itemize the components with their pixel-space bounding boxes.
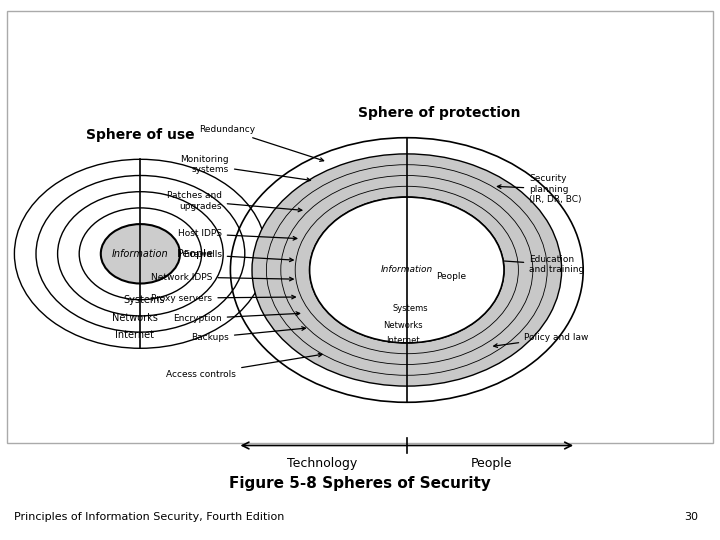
Text: Technology: Technology: [287, 457, 357, 470]
Text: Figure 5-8 Spheres of Security: Figure 5-8 Spheres of Security: [229, 476, 491, 491]
Text: Network IDPS: Network IDPS: [151, 273, 293, 281]
Text: Patches and
upgrades: Patches and upgrades: [167, 191, 302, 212]
Text: Redundancy: Redundancy: [199, 125, 323, 161]
FancyBboxPatch shape: [7, 11, 713, 443]
Text: Principles of Information Security, Fourth Edition: Principles of Information Security, Four…: [14, 512, 285, 522]
Text: Systems: Systems: [392, 305, 428, 313]
Circle shape: [346, 224, 468, 316]
Text: Firewalls: Firewalls: [183, 251, 293, 262]
Text: Information: Information: [381, 266, 433, 274]
Text: People: People: [436, 272, 467, 281]
Text: Internet: Internet: [115, 330, 154, 340]
Text: Networks: Networks: [383, 321, 423, 330]
Circle shape: [230, 138, 583, 402]
Text: Backups: Backups: [192, 327, 305, 342]
Text: Internet: Internet: [387, 336, 420, 345]
Text: Monitoring
systems: Monitoring systems: [180, 155, 310, 181]
Text: Systems: Systems: [123, 295, 165, 305]
Circle shape: [324, 208, 490, 332]
Text: Access controls: Access controls: [166, 353, 322, 379]
Text: Networks: Networks: [112, 313, 158, 322]
Circle shape: [367, 240, 446, 300]
Text: Information: Information: [112, 249, 168, 259]
Text: Encryption: Encryption: [173, 312, 300, 323]
Text: 30: 30: [685, 512, 698, 522]
Text: People: People: [176, 249, 214, 259]
Circle shape: [310, 197, 504, 343]
Text: Sphere of protection: Sphere of protection: [358, 106, 521, 120]
Text: Proxy servers: Proxy servers: [151, 294, 295, 302]
Circle shape: [101, 224, 180, 284]
Text: Sphere of use: Sphere of use: [86, 128, 194, 142]
Text: Host IDPS: Host IDPS: [178, 230, 297, 240]
Text: Security
planning
(IR, DR, BC): Security planning (IR, DR, BC): [498, 174, 582, 204]
Text: Policy and law: Policy and law: [494, 333, 588, 347]
Text: Education
and training: Education and training: [498, 255, 585, 274]
Text: People: People: [471, 457, 512, 470]
